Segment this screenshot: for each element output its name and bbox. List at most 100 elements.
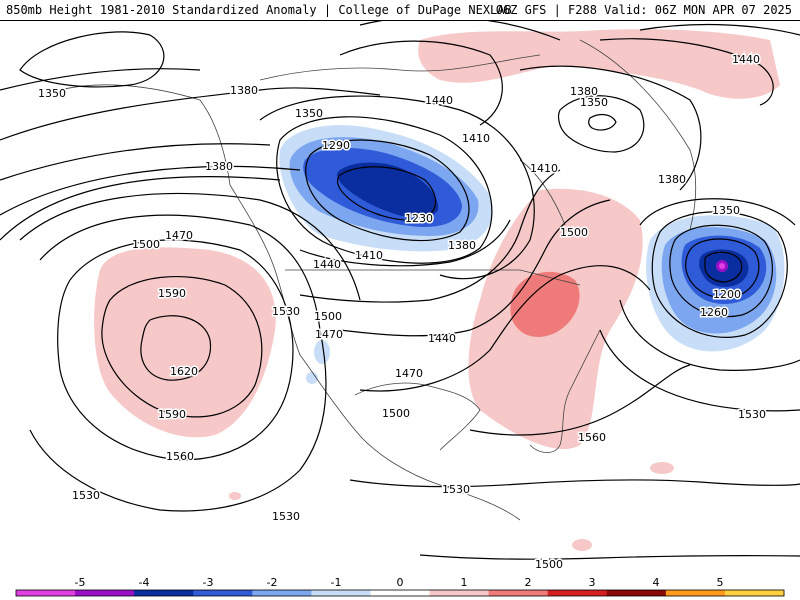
colorbar-tick-label: -3 bbox=[203, 576, 214, 589]
contour-label: 1530 bbox=[72, 489, 100, 502]
contour-ne-arc-3 bbox=[639, 23, 800, 36]
contour-label: 1530 bbox=[442, 483, 470, 496]
contour-label: 1200 bbox=[713, 288, 741, 301]
contour-1530-mid bbox=[359, 265, 651, 392]
contour-label: 1440 bbox=[313, 258, 341, 271]
header-bar: 850mb Height 1981-2010 Standardized Anom… bbox=[0, 0, 800, 21]
contour-1470 bbox=[0, 176, 281, 241]
negative-anomaly-baja bbox=[306, 372, 318, 384]
contour-atlantic-3 bbox=[669, 224, 773, 318]
contour-atlantic-2 bbox=[685, 238, 760, 299]
contour-atlantic-1 bbox=[704, 251, 743, 283]
coastline-hudson bbox=[519, 159, 566, 226]
contour-label: 1530 bbox=[272, 510, 300, 523]
contour-label: 1350 bbox=[295, 107, 323, 120]
contour-north-1 bbox=[339, 40, 503, 126]
colorbar-segment bbox=[193, 590, 253, 596]
contour-label: 1530 bbox=[738, 408, 766, 421]
contour-label: 1470 bbox=[315, 328, 343, 341]
contour-label: 1470 bbox=[165, 229, 193, 242]
contour-label: 1530 bbox=[272, 305, 300, 318]
contour-label: 1440 bbox=[732, 53, 760, 66]
contour-1440-west bbox=[0, 165, 301, 216]
contour-ne-arc-2 bbox=[599, 38, 774, 106]
contour-label: 1500 bbox=[382, 407, 410, 420]
map-area: 1350 1380 1440 1380 1350 1440 1350 1290 … bbox=[0, 21, 800, 573]
colorbar-segment bbox=[370, 590, 431, 596]
contour-low-canada-2 bbox=[305, 139, 470, 242]
colorbar-outline bbox=[15, 589, 785, 597]
contour-label: 1380 bbox=[230, 84, 258, 97]
contour-label: 1590 bbox=[158, 287, 186, 300]
coastline-gulf bbox=[354, 382, 481, 451]
colorbar-tick-label: 3 bbox=[589, 576, 596, 589]
positive-anomaly-south-caribbean bbox=[572, 539, 592, 551]
colorbar-tick-label: -2 bbox=[267, 576, 278, 589]
contour-1500-south bbox=[419, 554, 800, 560]
contour-1350-west bbox=[0, 68, 201, 91]
colorbar-segment bbox=[429, 590, 490, 596]
contour-1440-mid bbox=[299, 219, 511, 267]
contour-1500-west bbox=[19, 192, 361, 301]
contour-label: 1350 bbox=[580, 96, 608, 109]
colorbar-segment bbox=[488, 590, 549, 596]
contour-label: 1380 bbox=[205, 160, 233, 173]
contour-ne-arc-1 bbox=[519, 65, 702, 191]
colorbar-tick-label: 1 bbox=[461, 576, 468, 589]
contour-1530-south bbox=[349, 479, 800, 488]
positive-anomaly-pacific-small bbox=[229, 492, 241, 500]
map-title: 850mb Height 1981-2010 Standardized Anom… bbox=[6, 3, 512, 17]
colorbar-segment bbox=[16, 590, 76, 596]
run-info: 06Z GFS | F288 Valid: 06Z MON APR 07 202… bbox=[495, 3, 792, 17]
colorbar-tick-label: 2 bbox=[525, 576, 532, 589]
contour-label: 1500 bbox=[560, 226, 588, 239]
colorbar-tick-label: 4 bbox=[653, 576, 660, 589]
colorbar-tick-label: 5 bbox=[717, 576, 724, 589]
contour-label: 1470 bbox=[395, 367, 423, 380]
colorbar-ticks: -5 -4 -3 -2 -1 0 1 2 3 4 5 bbox=[75, 576, 724, 596]
height-contours-layer bbox=[0, 21, 800, 560]
contour-atlantic-4 bbox=[651, 211, 788, 338]
colorbar-tick-label: 0 bbox=[397, 576, 404, 589]
colorbar-svg: -5 -4 -3 -2 -1 0 1 2 3 4 5 bbox=[15, 576, 785, 597]
contour-label: 1620 bbox=[170, 365, 198, 378]
contour-northwest-ring bbox=[19, 31, 165, 88]
coastline-east bbox=[529, 329, 601, 453]
contour-label: 1440 bbox=[425, 94, 453, 107]
contour-1500-mid bbox=[339, 199, 611, 337]
coastline-greenland bbox=[579, 39, 697, 231]
contour-label: 1500 bbox=[132, 238, 160, 251]
coastline-north-canada bbox=[259, 54, 541, 81]
colorbar-segment bbox=[547, 590, 608, 596]
contour-label: 1410 bbox=[355, 249, 383, 262]
contour-atlantic-7 bbox=[599, 329, 800, 412]
contour-label: 1500 bbox=[535, 558, 563, 571]
contour-label: 1230 bbox=[405, 212, 433, 225]
contour-label: 1410 bbox=[462, 132, 490, 145]
contour-1590 bbox=[101, 276, 263, 418]
colorbar-legend: -5 -4 -3 -2 -1 0 1 2 3 4 5 bbox=[0, 574, 800, 600]
positive-anomaly-pacific bbox=[94, 247, 276, 438]
contour-atlantic-5 bbox=[639, 198, 796, 226]
negative-anomaly-canada-3 bbox=[337, 162, 439, 218]
contour-label: 1380 bbox=[658, 173, 686, 186]
coastlines-layer bbox=[59, 39, 697, 521]
contour-label: 1260 bbox=[700, 306, 728, 319]
positive-anomaly-caribbean bbox=[650, 462, 674, 474]
coastline-west-america bbox=[229, 184, 521, 521]
contour-label: 1350 bbox=[38, 87, 66, 100]
contour-label: 1440 bbox=[428, 332, 456, 345]
contour-label: 1500 bbox=[314, 310, 342, 323]
colorbar-tick-label: -5 bbox=[75, 576, 86, 589]
positive-anomaly-greenland bbox=[418, 29, 780, 99]
contour-atlantic-6 bbox=[619, 299, 800, 371]
contour-ne-ring-1 bbox=[557, 95, 645, 153]
colorbar-segment bbox=[252, 590, 312, 596]
negative-anomaly-atlantic-peak bbox=[719, 263, 725, 269]
contour-label: 1380 bbox=[448, 239, 476, 252]
contour-1560 bbox=[57, 239, 294, 461]
colorbar-tick-label: -4 bbox=[139, 576, 150, 589]
contour-1380-west bbox=[0, 87, 381, 141]
contour-label: 1380 bbox=[570, 85, 598, 98]
contour-north-2 bbox=[359, 21, 561, 41]
